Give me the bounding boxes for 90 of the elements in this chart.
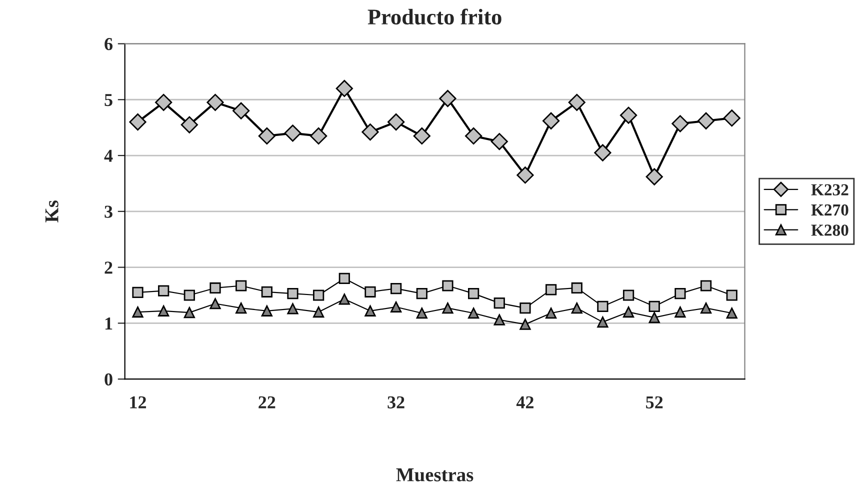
point bbox=[284, 124, 302, 142]
y-tick-label: 4 bbox=[104, 150, 113, 162]
point bbox=[158, 305, 170, 316]
point bbox=[648, 300, 660, 312]
point bbox=[468, 288, 480, 300]
point bbox=[545, 308, 557, 319]
point bbox=[648, 312, 660, 324]
legend-label: K270 bbox=[811, 204, 848, 216]
point bbox=[129, 113, 146, 131]
point bbox=[697, 112, 715, 130]
point bbox=[622, 290, 634, 301]
point bbox=[723, 110, 740, 127]
point bbox=[206, 94, 224, 111]
point bbox=[674, 306, 686, 318]
point bbox=[232, 102, 250, 120]
point bbox=[465, 127, 482, 145]
point bbox=[390, 301, 402, 313]
point bbox=[338, 294, 350, 305]
point bbox=[236, 302, 247, 314]
point bbox=[413, 127, 430, 145]
x-tick-label: 22 bbox=[258, 396, 276, 408]
point bbox=[313, 290, 324, 301]
point bbox=[494, 298, 505, 309]
y-tick-label: 2 bbox=[104, 262, 112, 274]
x-tick-label: 12 bbox=[130, 396, 146, 408]
point bbox=[468, 308, 480, 319]
point bbox=[210, 282, 221, 294]
legend-label: K232 bbox=[811, 184, 848, 196]
point bbox=[620, 106, 638, 124]
point bbox=[571, 282, 582, 294]
point bbox=[520, 318, 531, 330]
point bbox=[287, 288, 298, 300]
point bbox=[261, 286, 272, 298]
point bbox=[726, 290, 738, 301]
point bbox=[622, 306, 634, 318]
point bbox=[261, 305, 272, 316]
point bbox=[597, 300, 608, 312]
point bbox=[516, 166, 534, 184]
point bbox=[313, 306, 324, 318]
point bbox=[158, 285, 170, 296]
legend-label: K280 bbox=[811, 224, 848, 236]
point bbox=[542, 112, 560, 130]
x-tick-label: 42 bbox=[516, 396, 534, 408]
point bbox=[490, 132, 508, 150]
point bbox=[597, 316, 608, 328]
point bbox=[442, 302, 454, 314]
point bbox=[388, 113, 405, 131]
y-tick-label: 3 bbox=[104, 206, 112, 218]
point bbox=[258, 127, 276, 145]
point bbox=[338, 272, 350, 284]
point bbox=[184, 307, 195, 318]
point bbox=[494, 314, 505, 326]
point bbox=[132, 286, 144, 298]
point bbox=[336, 80, 353, 98]
y-axis-title: Ks bbox=[45, 200, 58, 222]
x-axis-title: Muestras bbox=[396, 468, 474, 482]
point bbox=[672, 115, 689, 132]
point bbox=[520, 302, 531, 314]
point bbox=[442, 280, 454, 292]
y-tick-label: 5 bbox=[104, 94, 112, 106]
point bbox=[310, 127, 328, 145]
y-tick-label: 0 bbox=[104, 373, 112, 386]
point bbox=[416, 308, 428, 319]
point bbox=[210, 298, 221, 310]
point bbox=[390, 282, 402, 294]
point bbox=[364, 286, 376, 298]
point bbox=[674, 288, 686, 300]
point bbox=[700, 302, 712, 314]
point bbox=[287, 303, 298, 314]
point bbox=[646, 168, 663, 186]
point bbox=[184, 290, 195, 301]
point bbox=[362, 123, 379, 141]
point bbox=[700, 280, 712, 292]
point bbox=[726, 308, 738, 319]
point bbox=[180, 116, 198, 134]
y-tick-label: 6 bbox=[104, 38, 113, 50]
point bbox=[571, 302, 582, 314]
point bbox=[545, 284, 557, 296]
x-tick-label: 52 bbox=[646, 396, 663, 408]
x-tick-label: 32 bbox=[388, 396, 404, 408]
y-tick-label: 1 bbox=[105, 318, 112, 330]
point bbox=[594, 144, 612, 162]
point bbox=[364, 305, 376, 316]
point bbox=[132, 306, 144, 318]
chart-title: Producto frito bbox=[368, 8, 502, 25]
point bbox=[155, 94, 172, 111]
point bbox=[439, 90, 456, 108]
point bbox=[416, 288, 428, 300]
point bbox=[568, 94, 586, 111]
point bbox=[236, 280, 247, 292]
